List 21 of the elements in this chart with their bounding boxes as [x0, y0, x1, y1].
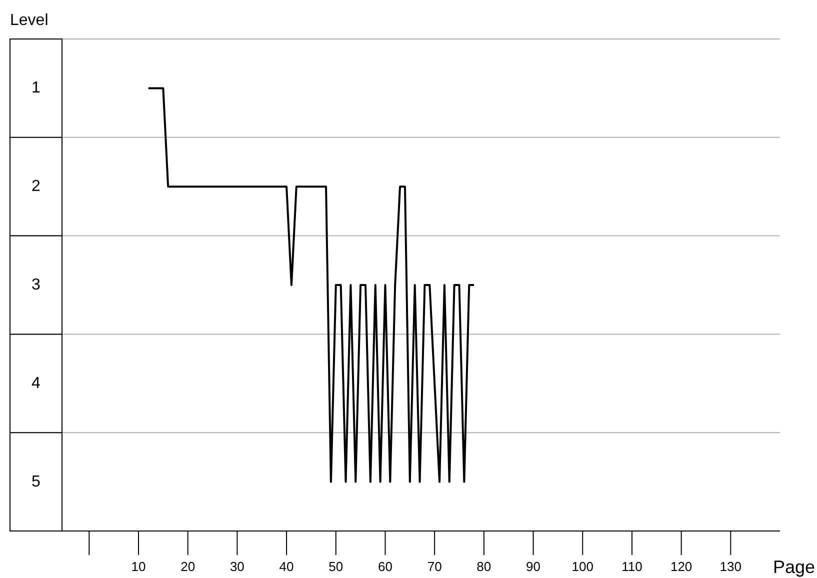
x-tick-label: 50: [328, 559, 344, 574]
line-series: [147, 87, 476, 483]
x-axis-title: Page: [772, 557, 815, 577]
x-tick-label: 20: [180, 559, 196, 574]
x-tick-label: 110: [622, 559, 642, 574]
x-tick-label: 90: [526, 559, 540, 574]
y-tick-label: 2: [32, 178, 41, 196]
y-tick-label: 3: [32, 276, 41, 294]
y-tick-label: 5: [32, 473, 41, 490]
x-tick-label: 100: [572, 559, 594, 574]
x-tick-label: 120: [670, 559, 692, 574]
x-tick-label: 130: [720, 559, 742, 574]
x-tick-label: 80: [476, 559, 492, 574]
x-tick-label: 10: [131, 559, 146, 574]
x-tick-label: 40: [279, 559, 294, 574]
x-tick-label: 70: [427, 559, 442, 574]
y-axis-title: Level: [10, 12, 48, 29]
x-tick-label: 30: [230, 559, 244, 574]
y-tick-label: 1: [32, 80, 41, 97]
y-tick-label: 4: [32, 374, 41, 392]
x-tick-label: 60: [378, 559, 392, 574]
